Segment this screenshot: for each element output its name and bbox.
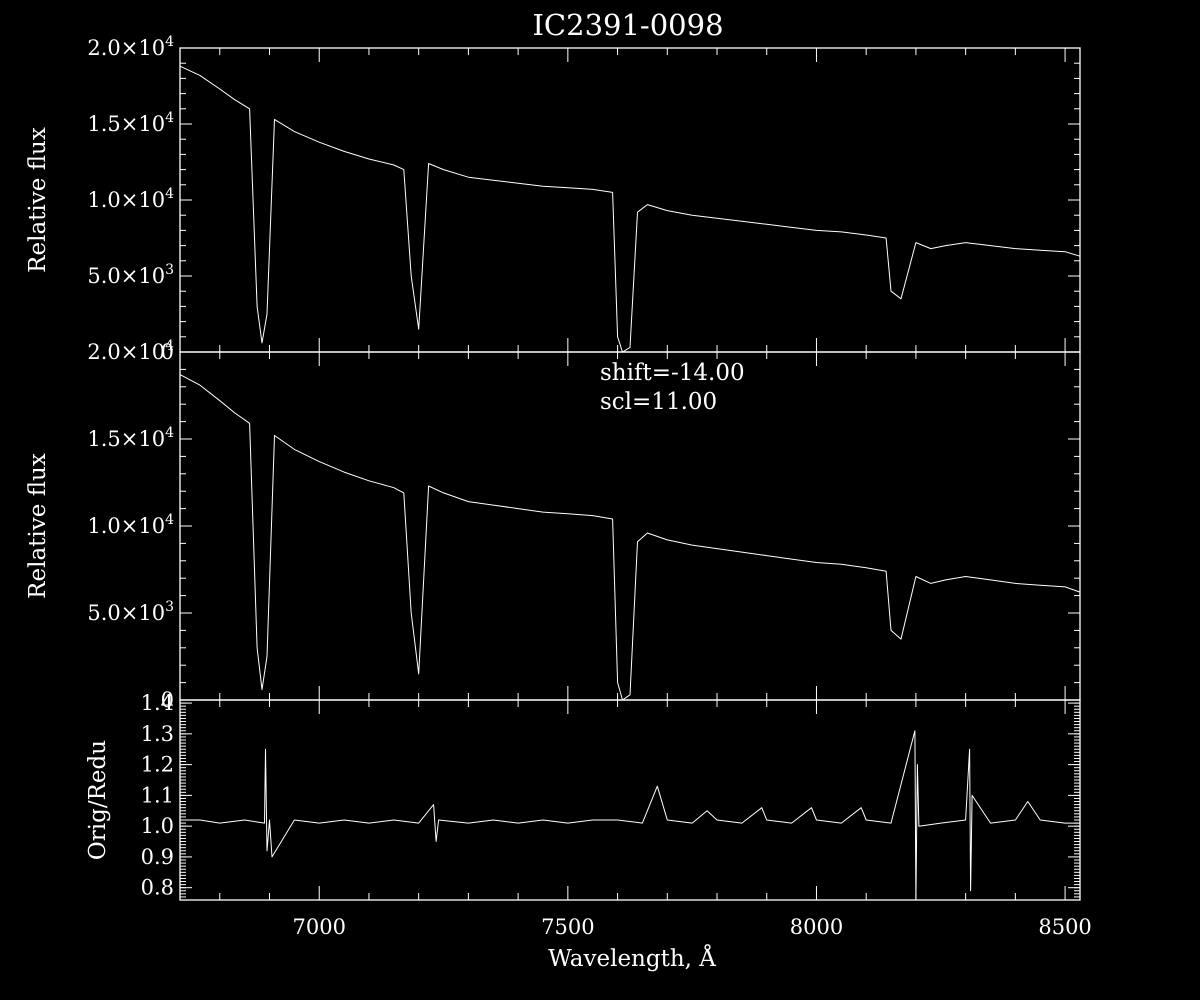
y-tick-label: 1.5×104: [87, 110, 174, 136]
y-tick-label: 5.0×103: [87, 599, 174, 625]
y-tick-label: 0: [161, 688, 174, 712]
y-tick-label: 1.2: [141, 753, 174, 777]
y-tick-label: 1.3: [141, 722, 174, 746]
y-tick-label: 1.4: [141, 691, 174, 715]
y-tick-label: 1.0: [141, 814, 174, 838]
top-spectrum-line: [179, 65, 1081, 353]
top-plot-frame: [179, 47, 1081, 353]
top-spectrum-panel: 0 5.0×103 1.0×104 1.5×104 2.0×104 Relative f…: [25, 34, 1081, 364]
y-tick-label: 2.0×104: [87, 34, 174, 60]
y-tick-label: 1.5×104: [87, 425, 174, 451]
x-tick-label: 7500: [541, 915, 594, 939]
x-tick-label: 8000: [790, 915, 843, 939]
x-axis-label: Wavelength, Å: [548, 944, 716, 972]
y-tick-label: 1.1: [141, 783, 174, 807]
top-y-axis-label: Relative flux: [25, 127, 51, 273]
y-tick-label: 0: [161, 340, 174, 364]
ratio-panel: 0.8 0.9 1.0 1.1 1.2 1.3 1.4 7000 7500 8000 8500 O…: [85, 691, 1092, 972]
y-tick-label: 0.8: [141, 876, 174, 900]
ratio-y-axis-label: Orig/Redu: [85, 740, 111, 860]
middle-spectrum-line: [179, 374, 1081, 701]
chart-title: IC2391-0098: [532, 8, 723, 42]
y-tick-label: 2.0×104: [87, 338, 174, 364]
middle-spectrum-panel: 0 5.0×103 1.0×104 1.5×104 2.0×104 Relative f…: [25, 338, 1081, 712]
shift-annotation: shift=-14.00: [600, 360, 745, 386]
y-tick-label: 5.0×103: [87, 262, 174, 288]
x-tick-label: 8500: [1038, 915, 1091, 939]
y-tick-label: 1.0×104: [87, 186, 174, 212]
middle-y-axis-label: Relative flux: [25, 453, 51, 599]
ratio-plot-frame: [179, 699, 1081, 901]
ratio-line: [180, 730, 1080, 901]
scale-annotation: scl=11.00: [600, 389, 717, 415]
x-tick-label: 7000: [292, 915, 345, 939]
y-tick-label: 1.0×104: [87, 512, 174, 538]
y-tick-label: 0.9: [141, 845, 174, 869]
